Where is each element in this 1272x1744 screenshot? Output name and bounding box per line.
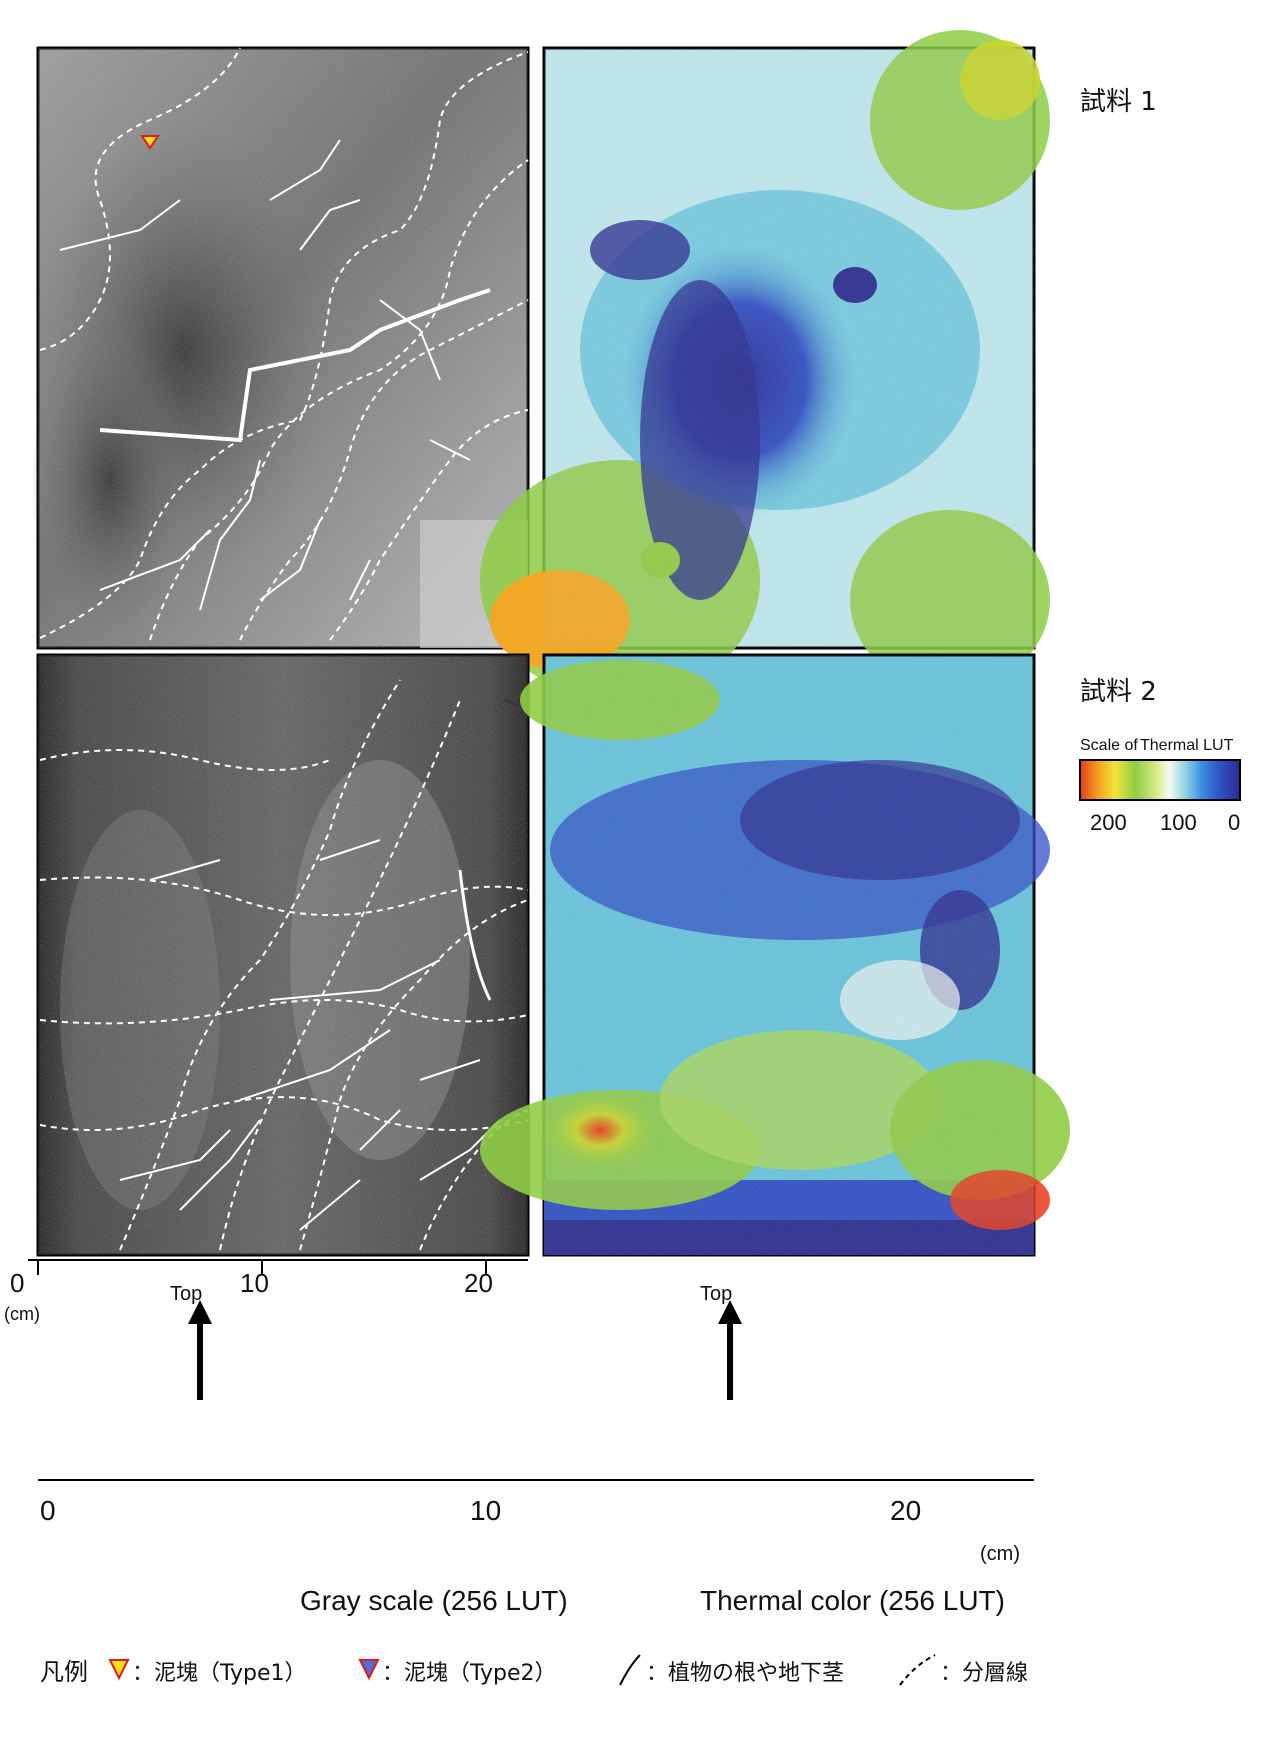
legend-type2-marker: [358, 1659, 380, 1681]
thermal-scale-bar: [1079, 759, 1241, 801]
h-tick-10: 10: [470, 1495, 501, 1526]
panel-thermal-sample1: [480, 30, 1050, 700]
legend-root-symbol: [619, 1654, 641, 1686]
legend-type1-marker: [108, 1659, 130, 1681]
depth-axis: [28, 1259, 528, 1275]
legend: 凡例 ：泥塊（Type1） ：泥塊（Type2） ：植物の根や地下茎 ：分層線: [40, 1654, 1028, 1686]
scale-title-1: Scale of: [1080, 737, 1138, 754]
legend-type1-text: ：泥塊（Type1）: [132, 1661, 307, 1686]
thermal-caption: Thermal color (256 LUT): [700, 1585, 1005, 1616]
top-label-2: Top: [700, 1283, 732, 1305]
gray-caption: Gray scale (256 LUT): [300, 1585, 568, 1616]
scale-tick-100: 100: [1160, 810, 1197, 835]
panel-gray-sample1: [30, 46, 530, 650]
legend-title: 凡例: [40, 1658, 88, 1686]
horizontal-axis: 0 10 20 (cm): [38, 1479, 1034, 1565]
scale-tick-200: 200: [1090, 810, 1127, 835]
top-label-1: Top: [170, 1283, 202, 1305]
thermal-scale: Scale of Thermal LUT 0 100 200: [1079, 737, 1241, 835]
h-unit: (cm): [980, 1543, 1020, 1565]
depth-tick-0: 0: [10, 1268, 24, 1298]
scale-tick-0: 0: [1228, 810, 1240, 835]
panel-gray-sample2: [36, 653, 530, 1257]
legend-type2-text: ：泥塊（Type2）: [382, 1661, 557, 1686]
legend-boundary-text: ：分層線: [940, 1661, 1028, 1686]
h-tick-20: 20: [890, 1495, 921, 1526]
top-arrow-2: Top: [700, 1283, 742, 1400]
scale-title-2: Thermal LUT: [1140, 737, 1234, 754]
h-tick-0: 0: [40, 1495, 56, 1526]
legend-boundary-symbol: [899, 1654, 936, 1686]
depth-tick-10: 10: [240, 1268, 269, 1298]
sample2-label: 試料 2: [1080, 677, 1157, 707]
depth-unit: (cm): [4, 1304, 40, 1324]
legend-root-text: ：植物の根や地下茎: [646, 1661, 844, 1686]
panel-thermal-sample2: [480, 653, 1070, 1257]
depth-tick-labels: 0 10 20 (cm): [4, 1268, 493, 1324]
sample1-label: 試料 1: [1080, 87, 1157, 117]
depth-tick-20: 20: [464, 1268, 493, 1298]
top-arrow-1: Top: [170, 1283, 212, 1400]
